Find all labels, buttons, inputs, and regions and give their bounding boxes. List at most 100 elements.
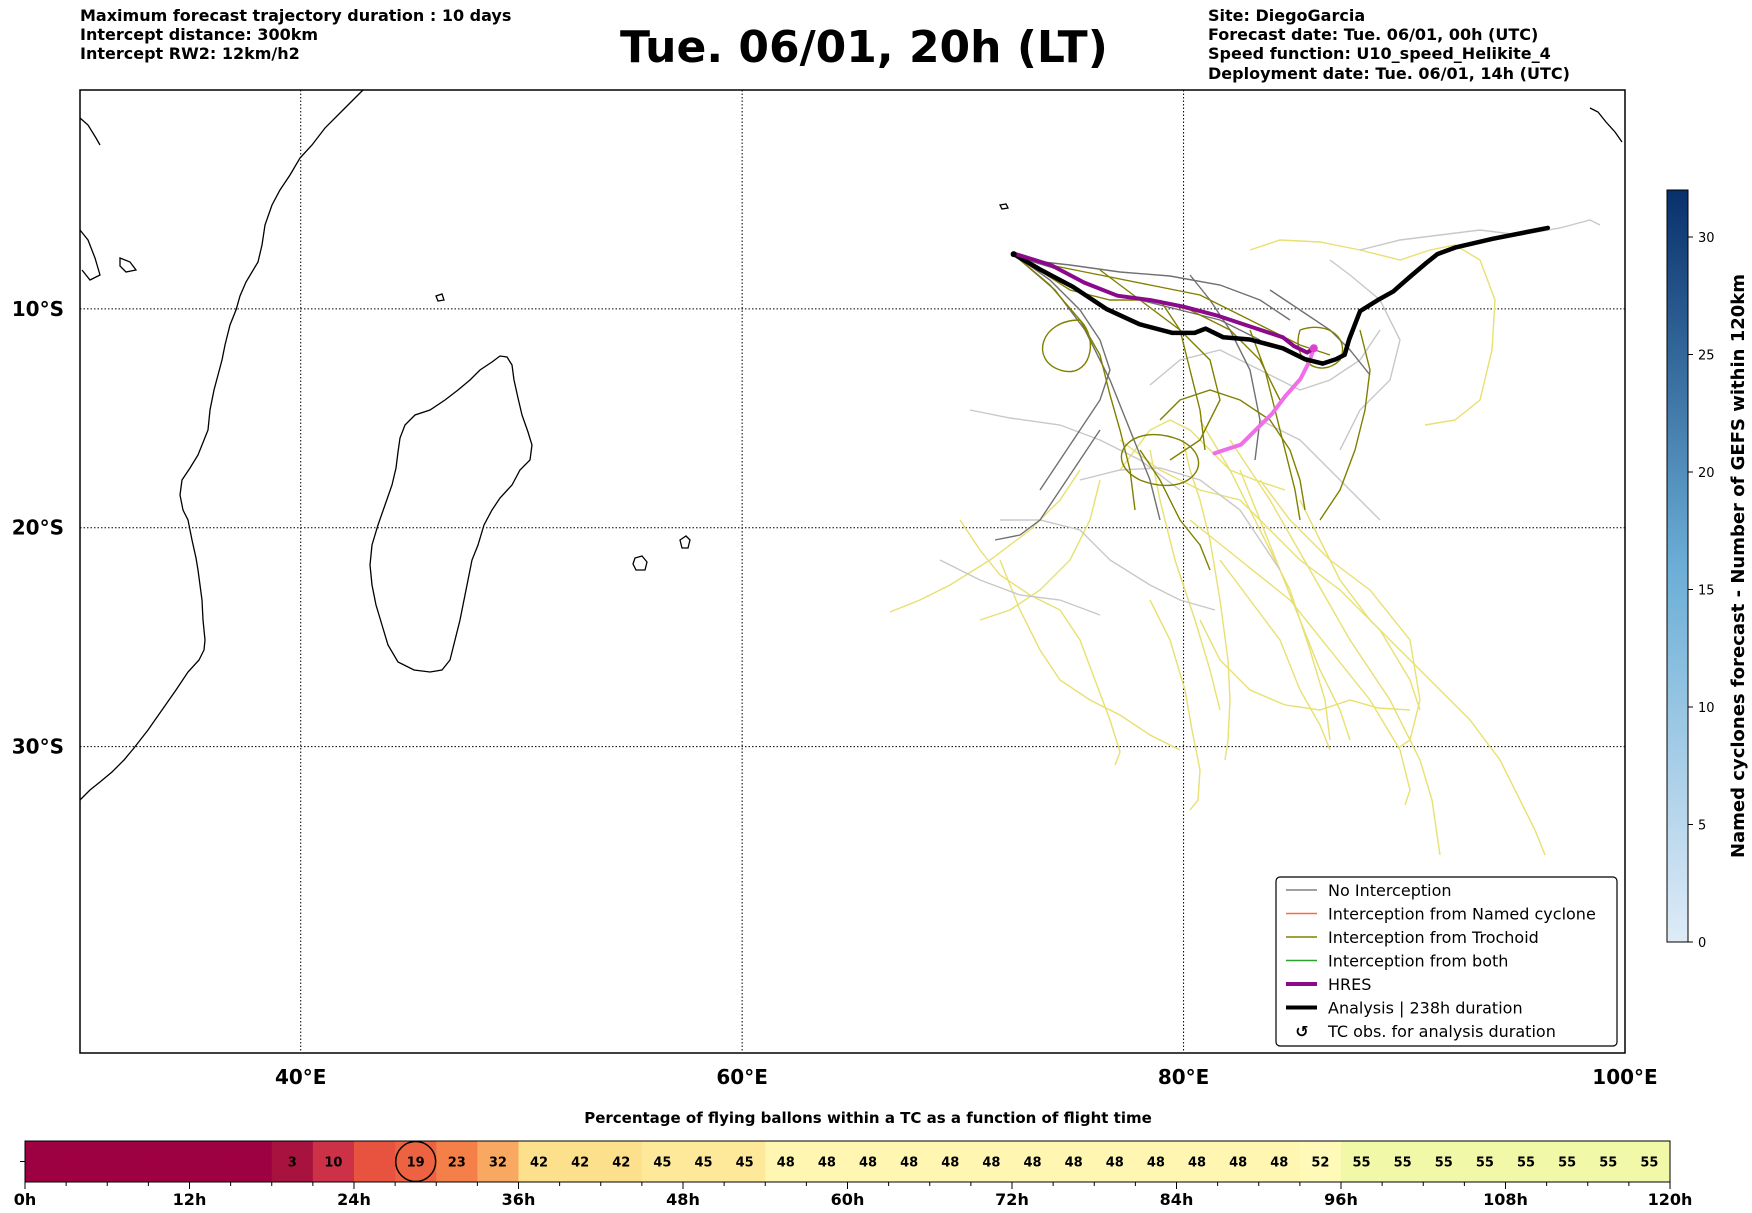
yellow-trajectory [1219,559,1331,751]
header-right-line-2: Forecast date: Tue. 06/01, 00h (UTC) [1208,25,1539,44]
bar-cell [436,1141,478,1182]
yellow-trajectory [1119,439,1421,711]
lat-tick-label: 10°S [12,297,64,321]
map-axis-labels: 40°E 60°E 80°E 100°E 10°S 20°S 30°S [12,297,1658,1089]
deployment-marker [1010,251,1017,258]
bar-cell-value: 48 [818,1156,836,1171]
bar-cell [1053,1141,1095,1182]
lightgrey-trajectory [1329,259,1401,451]
bar-cell [1628,1141,1671,1182]
africa-coastline [79,89,364,801]
yellow-trajectory [999,559,1181,751]
lightgrey-trajectory [1259,419,1381,521]
bar-cell [477,1141,519,1182]
hour-tick-label: 24h [337,1190,371,1209]
olive-trajectory [1041,319,1092,373]
lon-tick-label: 80°E [1158,1065,1210,1089]
legend-box [1275,876,1618,1047]
bottom-bar-title: Percentage of flying ballons within a TC… [584,1109,1152,1127]
bar-cell [847,1141,890,1182]
bar-cell [1299,1141,1342,1182]
header-right-line-3: Speed function: U10_speed_Helikite_4 [1208,44,1551,63]
hour-tick-label: 60h [831,1190,865,1209]
hres-track [1013,252,1316,355]
bar-cell-value: 48 [1024,1156,1042,1171]
hour-tick-label: 48h [666,1190,700,1209]
yellow-trajectory [979,479,1101,621]
bar-cell [683,1141,725,1182]
bar-cell [354,1141,396,1182]
header-right-line-4: Deployment date: Tue. 06/01, 14h (UTC) [1208,64,1570,83]
colorbar-tick-label: 15 [1698,584,1715,599]
bar-cell [888,1141,931,1182]
olive-trajectory [1120,434,1200,486]
lightgrey-trajectory [939,559,1101,616]
header-left-line-1: Maximum forecast trajectory duration : 1… [80,6,512,25]
yellow-trajectory [1199,619,1411,711]
bar-cell-value: 48 [859,1156,877,1171]
colorbar-tick-label: 5 [1698,819,1706,834]
bar-cell-value: 55 [1640,1156,1658,1171]
bar-cell [107,1141,149,1182]
bar-cell [641,1141,684,1182]
hour-tick-label: 12h [173,1190,207,1209]
colorbar-tick-label: 30 [1698,231,1715,246]
bar-cell-value: 10 [324,1156,342,1171]
analysis-track [1011,225,1551,366]
bar-cell [559,1141,602,1182]
current-time-marker [394,1140,437,1183]
bar-cell [518,1141,561,1182]
bar-cell-value: 19 [407,1156,425,1171]
olive-trajectory [1017,257,1136,511]
hour-tick-label: 108h [1483,1190,1528,1209]
header-left-line-3: Intercept RW2: 12km/h2 [80,44,300,63]
olive-trajectory [1159,389,1306,511]
bar-cell-value: 55 [1558,1156,1576,1171]
bar-cell [1546,1141,1589,1182]
bar-cell-value: 55 [1353,1156,1371,1171]
hour-tick-label: 0h [14,1190,37,1209]
bar-cell-value: 48 [1188,1156,1206,1171]
yellow-trajectory [1299,499,1546,856]
bar-cell-value: 55 [1599,1156,1617,1171]
bar-cell [25,1141,67,1182]
ensemble-trajectories [889,219,1601,856]
hour-tick-label: 96h [1324,1190,1358,1209]
chagos-islet [999,203,1009,210]
bar-cell [1423,1141,1465,1182]
bar-cell [600,1141,643,1182]
legend-label: Interception from Trochoid [1328,928,1539,947]
olive-trajectory [1249,329,1301,521]
bar-cell-value: 55 [1517,1156,1535,1171]
grey-trajectory [994,429,1101,541]
bar-cell-value: 55 [1394,1156,1412,1171]
bar-cell-value: 55 [1435,1156,1453,1171]
bar-cell [929,1141,972,1182]
cyclone-symbol-icon: ↺ [1295,1022,1308,1041]
legend-label: Interception from Named cyclone [1328,905,1596,924]
bar-cell [189,1141,232,1182]
bar-cell-value: 48 [1147,1156,1165,1171]
bar-cell [1217,1141,1260,1182]
bar-cell-value: 55 [1476,1156,1494,1171]
olive-trajectory [1319,329,1371,521]
bar-cell-value: 32 [489,1156,507,1171]
hour-tick-label: 72h [995,1190,1029,1209]
bar-cell-value: 45 [653,1156,671,1171]
olive-trajectory [1297,326,1344,369]
bar-cell-value: 48 [1229,1156,1247,1171]
hour-tick-label: 36h [502,1190,536,1209]
legend-label: HRES [1328,975,1371,994]
bar-cell [970,1141,1013,1182]
bar-cell-value: 42 [571,1156,589,1171]
bar-cell [1176,1141,1219,1182]
bar-cell [1012,1141,1054,1182]
coastlines [79,89,1623,801]
bar-cell-value: 48 [777,1156,795,1171]
lat-tick-label: 30°S [12,735,64,759]
map-frame [79,89,1626,1054]
bar-cell [271,1141,314,1182]
bar-cell [1094,1141,1136,1182]
bar-cell-value: 48 [1106,1156,1124,1171]
